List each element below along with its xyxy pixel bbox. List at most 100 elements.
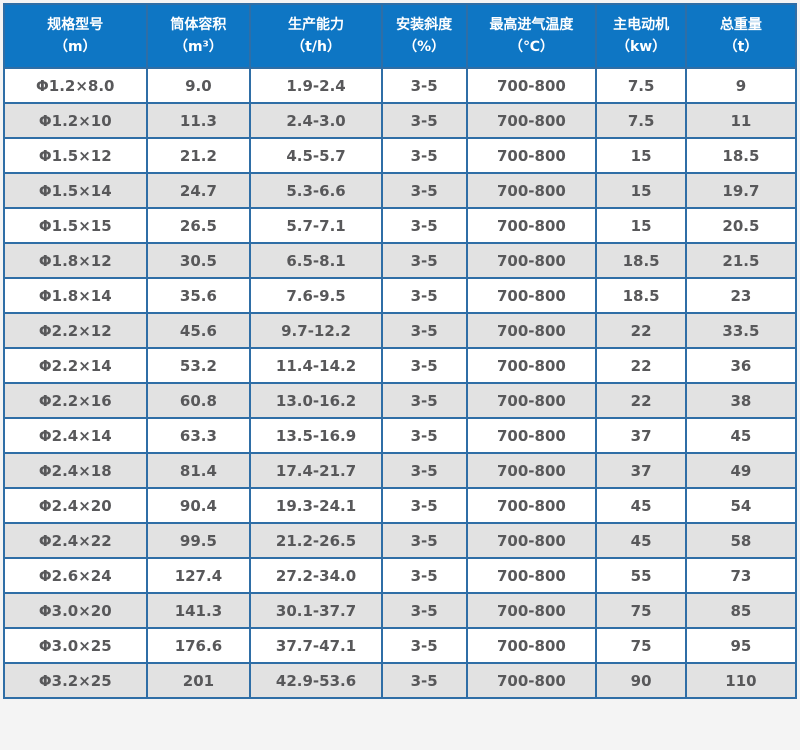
table-cell: 53.2 <box>145 347 252 384</box>
table-cell: 3-5 <box>380 557 468 594</box>
table-cell: 3-5 <box>380 242 468 279</box>
table-cell: 700-800 <box>465 312 598 349</box>
table-cell: 3-5 <box>380 452 468 489</box>
table-cell: 90.4 <box>145 487 252 524</box>
table-cell: 18.5 <box>595 277 687 314</box>
table-cell: 3-5 <box>380 102 468 139</box>
table-body: Φ1.2×8.0 9.0 1.9-2.4 3-5 700-800 7.5 9 Φ1.2×10 1… <box>3 67 798 699</box>
table-cell: Φ2.4×22 <box>3 522 148 559</box>
table-cell: Φ2.2×14 <box>3 347 148 384</box>
table-cell: 700-800 <box>465 627 598 664</box>
table-row: Φ1.5×14 24.7 5.3-6.6 3-5 700-800 15 19.7 <box>3 172 798 209</box>
table-cell: 700-800 <box>465 242 598 279</box>
table-cell: 24.7 <box>145 172 252 209</box>
table-cell: 3-5 <box>380 382 468 419</box>
table-row: Φ3.0×25 176.6 37.7-47.1 3-5 700-800 75 95 <box>3 627 798 664</box>
table-cell: 3-5 <box>380 347 468 384</box>
header-unit: （m） <box>53 39 97 55</box>
table-cell: 700-800 <box>465 382 598 419</box>
table-cell: 30.1-37.7 <box>249 592 383 629</box>
table-cell: 700-800 <box>465 522 598 559</box>
table-cell: 19.7 <box>684 172 798 209</box>
table-cell: 201 <box>145 662 252 699</box>
table-cell: 15 <box>595 207 687 244</box>
table-row: Φ1.5×12 21.2 4.5-5.7 3-5 700-800 15 18.5 <box>3 137 798 174</box>
table-cell: 3-5 <box>380 522 468 559</box>
table-row: Φ2.4×18 81.4 17.4-21.7 3-5 700-800 37 49 <box>3 452 798 489</box>
table-cell: 18.5 <box>595 242 687 279</box>
table-cell: 55 <box>595 557 687 594</box>
header-label: 筒体容积 <box>170 17 227 33</box>
table-cell: 21.5 <box>684 242 798 279</box>
table-cell: 700-800 <box>465 417 598 454</box>
header-label: 最高进气温度 <box>489 17 574 33</box>
table-cell: 90 <box>595 662 687 699</box>
table-cell: 700-800 <box>465 207 598 244</box>
table-cell: 3-5 <box>380 137 468 174</box>
header-label: 生产能力 <box>288 17 345 33</box>
table-cell: Φ1.8×12 <box>3 242 148 279</box>
table-cell: 3-5 <box>380 487 468 524</box>
table-cell: Φ3.0×25 <box>3 627 148 664</box>
table-cell: 141.3 <box>145 592 252 629</box>
table-cell: 700-800 <box>465 592 598 629</box>
table-row: Φ1.8×14 35.6 7.6-9.5 3-5 700-800 18.5 23 <box>3 277 798 314</box>
rotary-dryer-spec-table: 规格型号 （m） 筒体容积 （m³） 生产能力 （t/h） 安装斜度 （%） 最高进气温度 （℃）… <box>3 3 798 699</box>
table-cell: 3-5 <box>380 312 468 349</box>
table-cell: 75 <box>595 627 687 664</box>
table-cell: Φ1.2×8.0 <box>3 67 148 104</box>
table-cell: 81.4 <box>145 452 252 489</box>
table-cell: 3-5 <box>380 662 468 699</box>
table-cell: Φ1.5×12 <box>3 137 148 174</box>
header-label: 安装斜度 <box>396 17 453 33</box>
header-cell-2: 生产能力 （t/h） <box>249 3 383 69</box>
table-cell: 36 <box>684 347 798 384</box>
table-cell: 73 <box>684 557 798 594</box>
table-cell: 85 <box>684 592 798 629</box>
table-header: 规格型号 （m） 筒体容积 （m³） 生产能力 （t/h） 安装斜度 （%） 最高进气温度 （℃）… <box>3 3 798 69</box>
table-cell: 6.5-8.1 <box>249 242 383 279</box>
table-row: Φ2.2×12 45.6 9.7-12.2 3-5 700-800 22 33.5 <box>3 312 798 349</box>
table-cell: Φ3.0×20 <box>3 592 148 629</box>
table-cell: 700-800 <box>465 452 598 489</box>
table-cell: 30.5 <box>145 242 252 279</box>
table-cell: 58 <box>684 522 798 559</box>
header-cell-0: 规格型号 （m） <box>3 3 148 69</box>
table-cell: 42.9-53.6 <box>249 662 383 699</box>
table-cell: Φ1.8×14 <box>3 277 148 314</box>
table-row: Φ1.5×15 26.5 5.7-7.1 3-5 700-800 15 20.5 <box>3 207 798 244</box>
table-cell: Φ2.4×20 <box>3 487 148 524</box>
table-cell: 37 <box>595 417 687 454</box>
table-row: Φ2.2×14 53.2 11.4-14.2 3-5 700-800 22 36 <box>3 347 798 384</box>
table-cell: 45 <box>684 417 798 454</box>
header-label: 总重量 <box>719 17 762 33</box>
table-cell: 26.5 <box>145 207 252 244</box>
table-cell: 60.8 <box>145 382 252 419</box>
table-cell: 700-800 <box>465 102 598 139</box>
table-cell: 11.4-14.2 <box>249 347 383 384</box>
table-row: Φ2.2×16 60.8 13.0-16.2 3-5 700-800 22 38 <box>3 382 798 419</box>
header-cell-5: 主电动机 （kw） <box>595 3 687 69</box>
table-cell: Φ2.2×16 <box>3 382 148 419</box>
table-cell: 3-5 <box>380 417 468 454</box>
table-row: Φ1.2×10 11.3 2.4-3.0 3-5 700-800 7.5 11 <box>3 102 798 139</box>
table-cell: Φ1.5×14 <box>3 172 148 209</box>
table-cell: 700-800 <box>465 137 598 174</box>
table-cell: 45.6 <box>145 312 252 349</box>
table-cell: Φ2.4×14 <box>3 417 148 454</box>
table-cell: Φ1.5×15 <box>3 207 148 244</box>
table-cell: 45 <box>595 522 687 559</box>
table-cell: 22 <box>595 312 687 349</box>
table-cell: 21.2 <box>145 137 252 174</box>
table-cell: 35.6 <box>145 277 252 314</box>
table-cell: 15 <box>595 172 687 209</box>
table-cell: 11.3 <box>145 102 252 139</box>
header-cell-4: 最高进气温度 （℃） <box>465 3 598 69</box>
table-cell: 19.3-24.1 <box>249 487 383 524</box>
table-cell: 15 <box>595 137 687 174</box>
table-cell: 2.4-3.0 <box>249 102 383 139</box>
table-cell: 700-800 <box>465 277 598 314</box>
header-unit: （t） <box>723 39 759 55</box>
header-unit: （℃） <box>508 39 554 55</box>
table-cell: 3-5 <box>380 592 468 629</box>
